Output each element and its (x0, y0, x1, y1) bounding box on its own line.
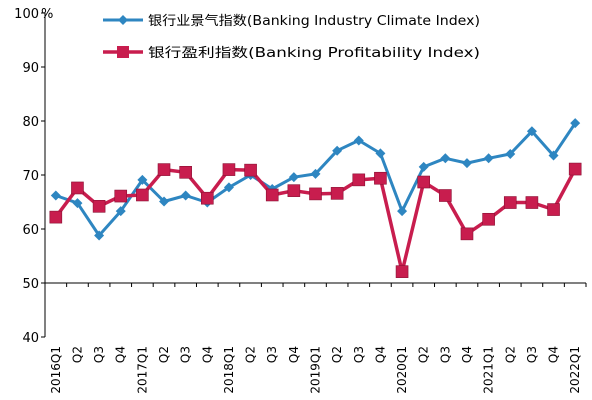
data-point (201, 191, 214, 205)
data-point (159, 196, 170, 207)
data-point (330, 187, 344, 200)
data-point (114, 189, 128, 203)
x-tick-label: Q2 (503, 346, 517, 363)
data-point (374, 171, 387, 185)
data-point (570, 118, 581, 129)
series-line (54, 167, 577, 274)
x-tick-label: 2018Q1 (222, 346, 236, 394)
data-point (72, 198, 83, 209)
legend: 银行业景气指数(Banking Industry Climate Index) 银… (103, 13, 480, 61)
y-tick-label: 70 (22, 169, 39, 184)
x-tick-label: Q4 (200, 346, 214, 363)
legend-marker (118, 15, 128, 25)
data-point (395, 265, 409, 278)
data-point (244, 163, 257, 177)
series-square (49, 162, 582, 278)
data-point (223, 182, 234, 193)
x-axis: 2016Q1 Q2 Q3 Q4 2017Q1 Q2 Q3 Q4 2018Q1 Q2 Q3 Q4 2019… (44, 282, 587, 394)
x-tick-label: Q4 (114, 346, 128, 363)
data-point (353, 135, 364, 146)
data-point (397, 206, 408, 217)
series-line (55, 122, 577, 237)
data-point (547, 203, 560, 216)
x-tick-label: Q3 (92, 346, 106, 363)
x-tick-label: 2017Q1 (135, 346, 149, 394)
data-point (375, 148, 386, 159)
data-point (180, 190, 191, 201)
x-tick-label: Q4 (287, 346, 301, 363)
x-tick-label: Q4 (460, 346, 474, 363)
legend-item: 银行盈利指数(Banking Profitability Index) (103, 46, 480, 61)
data-point (568, 162, 582, 176)
data-point (94, 230, 105, 241)
data-point (525, 196, 539, 209)
x-tick-label: Q4 (547, 346, 561, 363)
legend-item: 银行业景气指数(Banking Industry Climate Index) (103, 13, 480, 29)
data-point (265, 188, 279, 202)
x-tick-label: 2022Q1 (568, 346, 582, 394)
x-tick-label: Q3 (179, 346, 193, 363)
y-tick-label: 50 (22, 277, 39, 292)
x-tick-label: Q2 (244, 346, 258, 363)
data-point (352, 173, 366, 187)
legend-label: 银行盈利指数(Banking Profitability Index) (148, 46, 480, 61)
x-tick-label: Q4 (373, 346, 387, 363)
data-point (505, 148, 516, 159)
x-tick-label: Q2 (70, 346, 84, 363)
x-tick-label: Q2 (157, 346, 171, 363)
x-tick-label: 2021Q1 (482, 346, 496, 394)
data-point (288, 172, 299, 183)
data-point (222, 163, 236, 176)
y-tick-label: 80 (22, 115, 39, 130)
data-point (440, 153, 451, 164)
data-point (418, 161, 429, 172)
data-point (483, 153, 494, 164)
data-point (548, 150, 559, 161)
data-point (157, 163, 171, 176)
data-point (439, 189, 452, 202)
y-tick-label: 40 (22, 331, 39, 346)
data-point (71, 181, 84, 195)
data-point (50, 190, 61, 201)
x-tick-label: Q2 (417, 346, 431, 363)
data-point (526, 126, 537, 137)
data-point (482, 212, 495, 226)
data-point (460, 227, 474, 241)
series-diamond (50, 118, 581, 241)
y-tick-label: 100 (14, 7, 39, 22)
data-point (287, 184, 301, 197)
data-point (309, 187, 322, 201)
x-tick-label: Q2 (330, 346, 344, 363)
x-tick-label: 2020Q1 (395, 346, 409, 394)
data-point (417, 175, 431, 189)
x-tick-label: Q3 (352, 346, 366, 363)
data-point (136, 188, 149, 202)
data-point (310, 168, 321, 179)
data-point (179, 166, 192, 179)
x-tick-label: Q3 (265, 346, 279, 363)
series-layer (49, 118, 582, 278)
data-point (115, 206, 126, 217)
legend-marker (117, 46, 129, 58)
y-unit-label: % (41, 7, 53, 22)
data-point (92, 200, 106, 213)
y-axis: 40 50 60 70 80 90 100% (14, 7, 53, 346)
y-tick-label: 90 (22, 61, 39, 76)
data-point (503, 196, 517, 209)
x-tick-label: 2019Q1 (309, 346, 323, 394)
x-tick-label: Q3 (438, 346, 452, 363)
x-tick-label: 2016Q1 (49, 346, 63, 394)
x-tick-label: Q3 (525, 346, 539, 363)
data-point (461, 158, 472, 169)
y-tick-label: 60 (22, 223, 39, 238)
data-point (49, 210, 63, 224)
data-point (332, 145, 343, 156)
legend-label: 银行业景气指数(Banking Industry Climate Index) (148, 13, 480, 29)
data-point (137, 174, 148, 185)
